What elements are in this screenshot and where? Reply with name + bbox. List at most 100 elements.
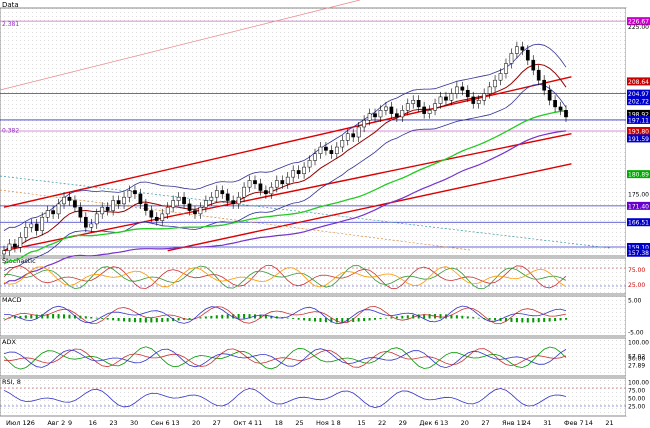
candle-body [116,200,121,205]
price-badge-label: 197.11 [628,117,649,124]
indicator-badge: 25.00 [628,282,645,289]
x-tick-label: 15 [357,419,365,427]
price-badge-label: 159.10 [628,244,649,251]
price-badge-label: 157.38 [628,250,649,257]
macd-bar [237,314,240,319]
candle-body [127,190,132,198]
right-axis [626,8,650,416]
price-badge-label: 226.67 [628,19,649,26]
macd-bar [548,318,551,322]
candle-body [193,210,197,215]
candle-body [13,243,17,248]
bollinger-lower [3,83,567,272]
candle-body [531,59,536,71]
macd-bar [210,315,213,319]
x-tick-label: 29 [399,419,407,427]
macd-bar [515,318,518,323]
macd-bar [532,318,535,323]
x-tick-label: Дек 6 [419,419,438,427]
macd-bar [128,318,131,322]
rsi-panel [0,377,627,417]
price-badge [627,109,650,118]
candle-body [367,113,372,121]
candle-body [105,206,110,211]
candle-body [373,113,377,118]
candle-body [34,223,39,231]
candle-body [154,216,159,221]
candle-body [165,206,170,215]
macd-bar [24,315,27,319]
macd-bar [90,316,93,319]
candle-body [83,216,88,228]
macd-bar [466,316,469,319]
price-badge-label: 193.80 [628,128,649,135]
candle-body [204,200,208,208]
indicator-badge: 75.00 [628,267,645,274]
indicator-badge: 50.00 [628,356,645,363]
indicator-badge: 50.00 [628,396,645,403]
long-moving-average-2 [3,130,567,285]
price-badge-label: 166.51 [628,220,649,227]
price-badge [627,170,650,179]
candle-body [340,140,345,148]
candle-body [465,89,470,98]
macd-bar [161,318,164,322]
x-tick-label: 25 [295,419,303,427]
price-badge [627,134,650,143]
macd-bar [13,316,16,319]
candle-body [395,113,399,118]
candle-body [56,203,61,215]
macd-bar [412,314,415,319]
candle-body [45,210,50,218]
macd-bar [488,318,491,320]
indicator-badge: 100.00 [628,380,649,387]
x-tick-label: 27 [213,419,221,427]
candle-body [400,110,405,118]
candle-body [51,210,55,215]
macd-bar [352,318,355,322]
macd-bar [215,315,218,319]
candle-body [2,250,6,255]
candle-body [444,96,448,101]
x-tick-label: 21 [605,419,613,427]
x-tick-label: 9 [68,419,72,427]
macd-bar [537,318,540,323]
macd-bar [73,315,76,319]
candle-body [553,99,557,108]
x-tick-label: Ноя 1 [316,419,335,427]
candle-body [313,153,317,161]
candle-body [564,110,568,118]
x-tick-label: 14 [585,419,593,427]
indicator-badge: 27.89 [628,363,645,370]
candle-body [29,223,34,228]
indicator-badge: 5.00 [628,298,642,305]
y-tick-label: 175.00 [628,191,649,198]
x-tick-label: 30 [130,419,138,427]
price-badge [627,126,650,135]
rsi-title: RSI, 8 [2,378,21,386]
macd-bar [41,314,44,319]
x-tick-label: Окт 4 [233,419,252,427]
macd-bar [30,314,33,319]
macd-bar [68,314,71,319]
indicator-line [3,346,567,370]
fib-label: 0.382 [2,128,19,135]
candle-body [389,106,394,114]
price-badge [627,89,650,98]
candle-body [356,126,361,138]
candle-body [111,200,115,211]
candle-body [460,86,465,91]
macd-bar [248,314,251,319]
price-badge [627,242,650,251]
candle-body [225,193,230,201]
price-badge-label: 180.89 [628,172,649,179]
macd-bar [390,317,393,319]
macd-bar [384,317,387,319]
candle-body [384,106,388,111]
candle-body [73,200,77,208]
indicator-badge: 100.00 [628,340,649,347]
channel-line [167,163,572,252]
candle-body [520,46,525,51]
adx-panel [0,337,627,377]
